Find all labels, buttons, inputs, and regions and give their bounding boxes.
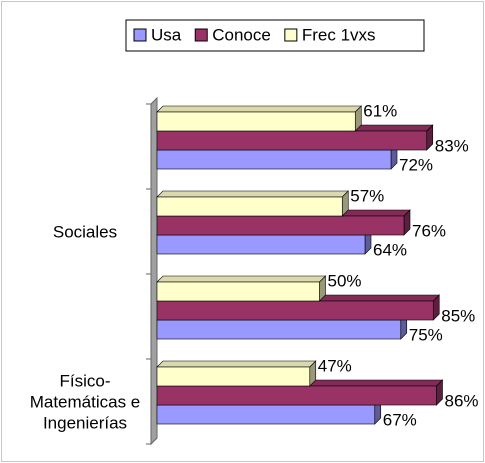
bar (156, 234, 366, 255)
legend-swatch (284, 28, 298, 42)
value-label: 50% (328, 271, 362, 290)
value-label: 86% (445, 392, 479, 411)
bar (156, 215, 405, 236)
legend-label: Conoce (212, 25, 271, 44)
axis-wall (150, 96, 158, 446)
bar (156, 281, 320, 302)
value-label: 61% (363, 101, 397, 120)
legend-swatch (194, 28, 208, 42)
value-label: 72% (399, 156, 433, 175)
bar (156, 196, 343, 217)
bar (156, 404, 376, 425)
value-label: 85% (441, 307, 475, 326)
bar (156, 149, 392, 170)
value-label: 57% (350, 186, 384, 205)
bar (156, 366, 311, 387)
bar (156, 300, 434, 321)
legend-swatch (133, 28, 147, 42)
bar (156, 319, 402, 340)
value-label: 76% (412, 222, 446, 241)
bar (156, 111, 356, 132)
legend-label: Usa (151, 25, 182, 44)
value-label: 67% (383, 411, 417, 430)
bar-top (156, 360, 317, 368)
legend (125, 19, 425, 52)
bar-top (156, 190, 349, 198)
bar-top (156, 105, 362, 113)
value-label: 47% (318, 356, 352, 375)
value-label: 83% (435, 137, 469, 156)
category-label: Físico-Matemáticas e Ingenierías (29, 371, 141, 432)
bar-top (156, 275, 327, 283)
legend-label: Frec 1vxs (302, 25, 376, 44)
bar (156, 130, 428, 151)
bar (156, 385, 437, 406)
value-label: 75% (409, 326, 443, 345)
category-label: Sociales (52, 222, 118, 241)
value-label: 64% (373, 241, 407, 260)
